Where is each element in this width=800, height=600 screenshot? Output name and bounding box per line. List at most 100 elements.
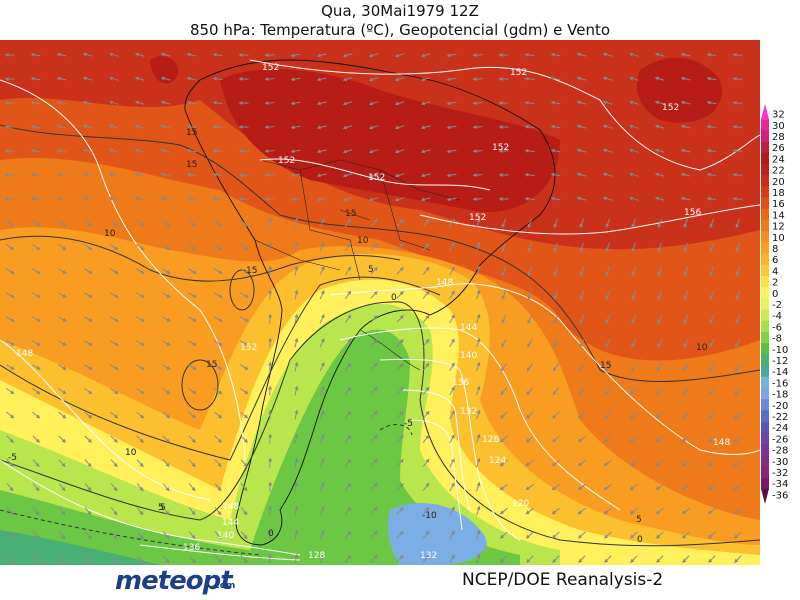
geop-line-152b [249, 59, 760, 171]
wind-arrow [108, 100, 119, 105]
wind-arrow [680, 52, 691, 57]
wind-arrow [58, 459, 66, 468]
wind-arrow [655, 459, 664, 467]
geopotential-label: 136 [183, 543, 200, 553]
wind-arrow [709, 314, 715, 324]
colorbar-swatch [761, 477, 769, 490]
wind-arrow [294, 313, 299, 324]
wind-arrow [32, 531, 40, 540]
wind-arrow [82, 148, 93, 153]
wind-arrow [161, 292, 171, 298]
colorbar-tick-label: -26 [772, 434, 788, 445]
wind-arrow [186, 196, 197, 201]
wind-arrow [525, 531, 534, 539]
geop-line-140 [379, 358, 521, 541]
wind-arrow [57, 268, 67, 274]
wind-arrow [83, 268, 93, 274]
geopotential-label: 152 [368, 173, 385, 183]
colorbar-swatch [761, 231, 769, 243]
wind-arrow [294, 241, 299, 252]
wind-arrow [422, 554, 430, 563]
wind-arrow [525, 435, 534, 443]
colorbar-tick-label: -22 [772, 412, 788, 423]
wind-arrow [576, 52, 587, 57]
wind-arrow [294, 505, 299, 516]
wind-arrow [708, 363, 716, 372]
wind-arrow [134, 172, 145, 177]
wind-arrow [136, 411, 145, 419]
isotherm-0 [0, 301, 760, 547]
wind-arrow [186, 52, 197, 57]
wind-arrow [500, 411, 508, 419]
isotherm-label: 15 [600, 361, 611, 371]
wind-arrow [628, 196, 639, 201]
wind-arrow [368, 149, 379, 154]
wind-arrow [527, 290, 533, 301]
wind-arrow [420, 77, 431, 82]
wind-arrow [319, 386, 325, 396]
wind-arrow [476, 337, 481, 348]
wind-arrow [162, 219, 171, 227]
colorbar-swatch [761, 376, 769, 389]
wind-arrow [6, 483, 14, 492]
wind-arrow [602, 124, 613, 129]
wind-arrow [476, 481, 481, 492]
wind-arrow [316, 149, 327, 154]
geopotential-label: 120 [512, 499, 529, 509]
colorbar-swatch [761, 242, 769, 254]
wind-arrow [476, 433, 481, 444]
wind-arrow [476, 217, 481, 228]
wind-arrow [84, 243, 93, 251]
colorbar-swatch [761, 141, 769, 154]
wind-arrow [5, 268, 15, 274]
geopotential-label: 148 [436, 278, 453, 288]
geop-line-132 [409, 419, 463, 531]
wind-arrow [188, 459, 196, 468]
wind-arrow [706, 76, 717, 81]
wind-arrow [188, 387, 197, 395]
wind-arrow [82, 76, 93, 81]
wind-arrow [527, 242, 532, 253]
wind-arrow [134, 124, 145, 129]
wind-arrow [655, 435, 664, 443]
wind-arrow [82, 52, 93, 57]
wind-arrow [628, 124, 639, 129]
wind-arrow [240, 387, 249, 395]
wind-arrow [550, 196, 561, 201]
wind-arrow [631, 218, 637, 229]
wind-arrow [476, 385, 481, 396]
wind-arrow [264, 149, 275, 154]
wind-arrow [31, 316, 41, 322]
colorbar-tick-label: -24 [772, 423, 788, 434]
wind-arrow [268, 361, 273, 372]
wind-arrow [446, 77, 457, 82]
wind-arrow [319, 434, 325, 444]
wind-arrow [135, 316, 145, 322]
wind-arrow [108, 76, 119, 81]
wind-arrow [683, 266, 688, 277]
wind-arrow [134, 52, 145, 57]
wind-arrow [629, 507, 638, 515]
colorbar-swatch [761, 164, 769, 176]
wind-arrow [368, 125, 379, 130]
wind-arrow [342, 77, 353, 82]
wind-arrow [732, 100, 743, 105]
wind-arrow [240, 555, 248, 564]
wind-arrow [576, 124, 587, 129]
wind-arrow [214, 483, 222, 492]
wind-arrow [526, 363, 534, 372]
wind-arrow [550, 100, 561, 105]
wind-arrow [420, 173, 431, 178]
wind-arrow [449, 506, 455, 516]
wind-arrow [316, 53, 327, 58]
geopotential-label: 140 [217, 531, 234, 541]
wind-arrow [396, 315, 404, 323]
wind-arrow [500, 363, 508, 372]
wind-arrow [268, 433, 273, 444]
wind-arrow [396, 435, 404, 443]
wind-arrow [6, 411, 15, 419]
wind-arrow [603, 459, 612, 467]
wind-arrow [57, 316, 67, 322]
geopotential-label: 156 [684, 208, 701, 218]
wind-arrow [30, 52, 41, 57]
